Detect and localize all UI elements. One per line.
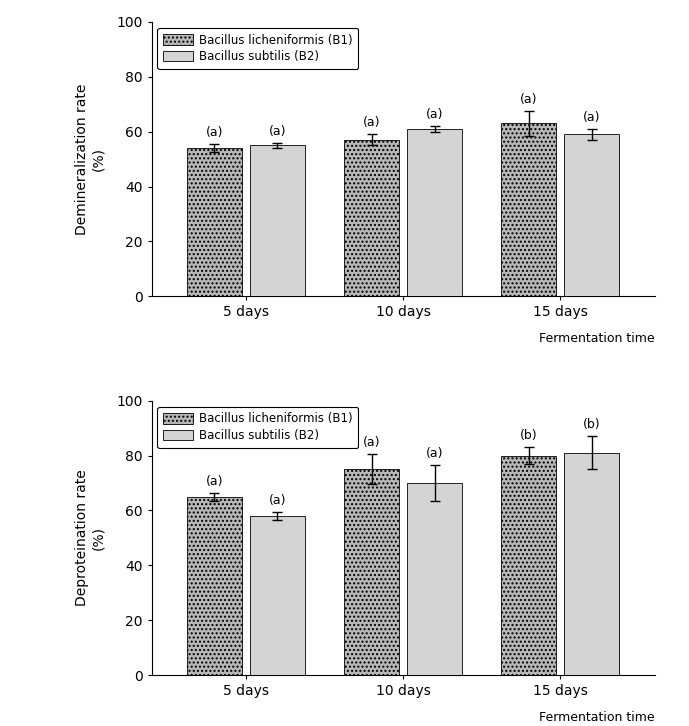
Bar [564, 453, 619, 675]
Text: (a): (a) [363, 116, 380, 129]
Text: (a): (a) [269, 125, 286, 138]
Text: (a): (a) [269, 494, 286, 507]
Text: Fermentation time: Fermentation time [539, 332, 655, 345]
Legend: Bacillus licheniformis (B1), Bacillus subtilis (B2): Bacillus licheniformis (B1), Bacillus su… [158, 407, 358, 448]
Bar [564, 134, 619, 296]
Y-axis label: Demineralization rate
(%): Demineralization rate (%) [75, 83, 105, 234]
Bar [407, 483, 462, 675]
Text: (b): (b) [520, 429, 537, 442]
Bar [344, 469, 399, 675]
Text: (a): (a) [520, 93, 537, 106]
Bar [344, 140, 399, 296]
Bar [502, 455, 556, 675]
Text: (b): (b) [583, 418, 601, 431]
Text: (a): (a) [426, 447, 443, 460]
Bar [407, 129, 462, 296]
Text: (a): (a) [206, 475, 223, 488]
Text: (a): (a) [363, 436, 380, 449]
Text: (a): (a) [583, 111, 600, 124]
Text: Fermentation time: Fermentation time [539, 711, 655, 724]
Bar [250, 145, 305, 296]
Legend: Bacillus licheniformis (B1), Bacillus subtilis (B2): Bacillus licheniformis (B1), Bacillus su… [158, 28, 358, 69]
Bar [502, 123, 556, 296]
Y-axis label: Deproteination rate
(%): Deproteination rate (%) [75, 470, 105, 606]
Text: (a): (a) [206, 126, 223, 139]
Bar [187, 148, 242, 296]
Text: (a): (a) [426, 108, 443, 121]
Bar [250, 516, 305, 675]
Bar [187, 497, 242, 675]
